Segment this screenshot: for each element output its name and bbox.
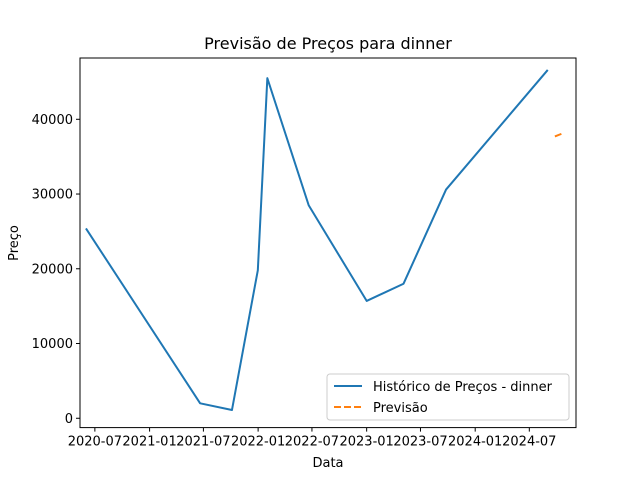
y-axis: 0 10000 20000 30000 40000 [32, 113, 80, 427]
series-line-previsao [554, 132, 563, 138]
x-axis-label: Data [312, 456, 343, 471]
x-tick-label: 2021-01 [122, 435, 176, 450]
y-tick-label: 0 [65, 412, 73, 427]
chart-title: Previsão de Preços para dinner [204, 34, 452, 53]
x-tick-label: 2022-01 [231, 435, 285, 450]
legend: Histórico de Preços - dinner Previsão [326, 373, 570, 421]
legend-label-historico: Histórico de Preços - dinner [373, 380, 553, 395]
y-tick-label: 30000 [32, 188, 73, 203]
plot-area [80, 58, 576, 428]
x-tick-label: 2024-07 [502, 435, 556, 450]
y-axis-label: Preço [7, 225, 22, 261]
plot-frame [79, 57, 577, 429]
legend-label-previsao: Previsão [373, 401, 428, 416]
series-layer [85, 69, 563, 412]
x-tick-label: 2023-07 [393, 435, 447, 450]
legend-box [326, 373, 570, 421]
x-tick-label: 2022-07 [285, 435, 339, 450]
x-tick-label: 2021-07 [176, 435, 230, 450]
x-tick-label: 2020-07 [68, 435, 122, 450]
x-tick-label: 2024-01 [448, 435, 502, 450]
y-tick-label: 40000 [32, 113, 73, 128]
y-tick-label: 10000 [32, 337, 73, 352]
y-tick-label: 20000 [32, 262, 73, 277]
x-tick-label: 2023-01 [339, 435, 393, 450]
x-axis: 2020-07 2021-01 2021-07 2022-01 2022-07 2023-… [68, 427, 556, 450]
series-line-historico [85, 69, 549, 412]
